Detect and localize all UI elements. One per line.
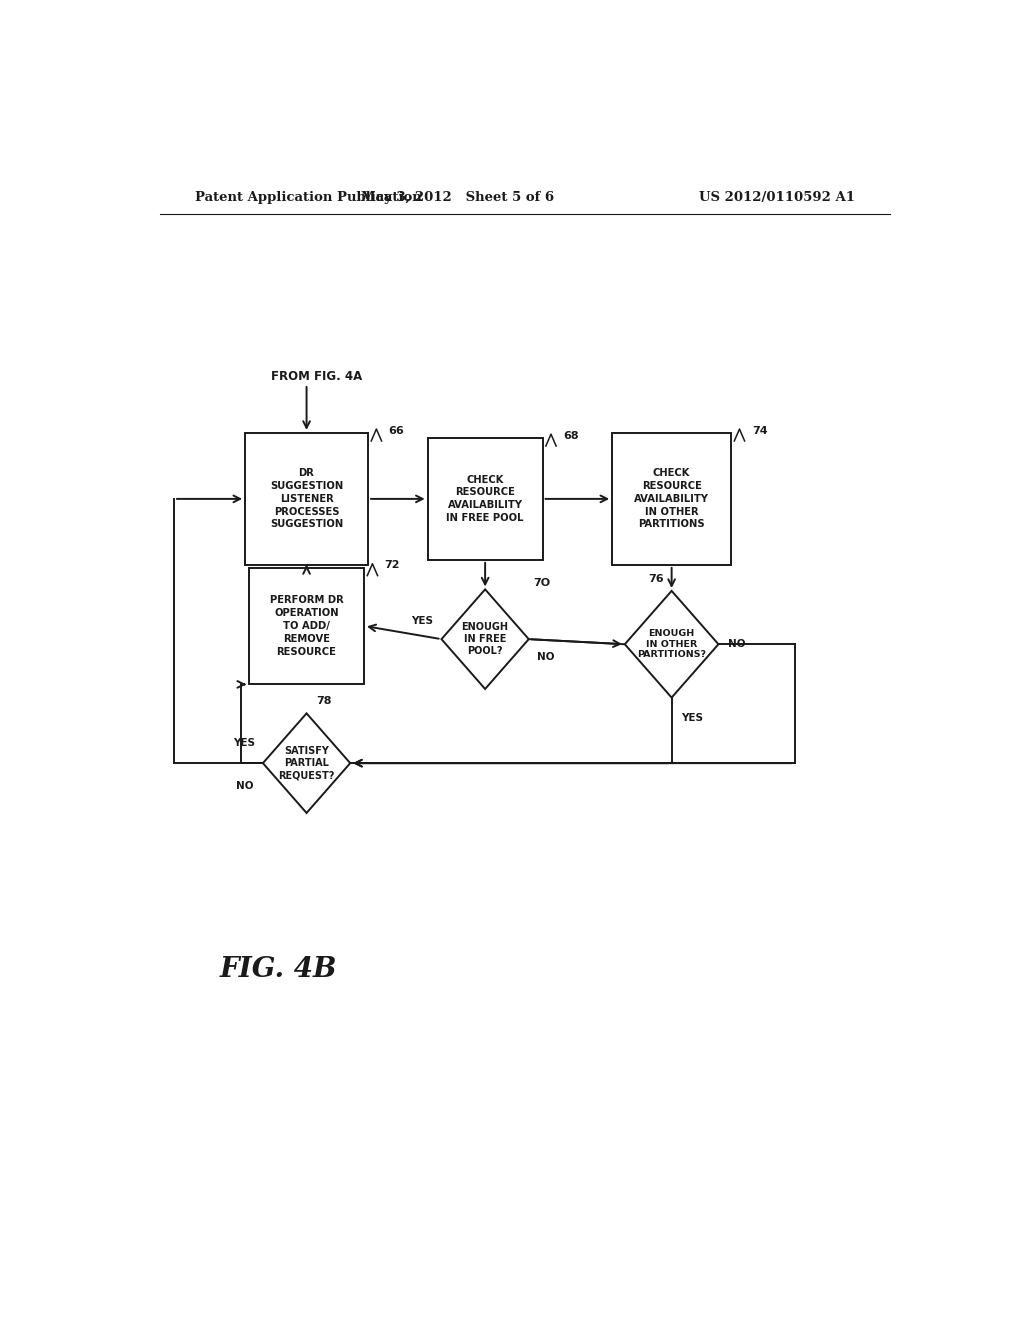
Text: 72: 72 <box>385 561 400 570</box>
Text: DR
SUGGESTION
LISTENER
PROCESSES
SUGGESTION: DR SUGGESTION LISTENER PROCESSES SUGGEST… <box>270 469 343 529</box>
Bar <box>249 568 365 684</box>
Text: 66: 66 <box>389 426 404 436</box>
Text: PERFORM DR
OPERATION
TO ADD/
REMOVE
RESOURCE: PERFORM DR OPERATION TO ADD/ REMOVE RESO… <box>269 595 343 656</box>
Bar <box>428 438 543 560</box>
Text: US 2012/0110592 A1: US 2012/0110592 A1 <box>699 190 855 203</box>
Text: SATISFY
PARTIAL
REQUEST?: SATISFY PARTIAL REQUEST? <box>279 746 335 780</box>
Text: 68: 68 <box>563 430 579 441</box>
Text: May 3, 2012   Sheet 5 of 6: May 3, 2012 Sheet 5 of 6 <box>360 190 554 203</box>
Polygon shape <box>263 713 350 813</box>
Text: NO: NO <box>728 639 745 649</box>
Bar <box>612 433 731 565</box>
Text: 76: 76 <box>648 574 664 583</box>
Text: NO: NO <box>236 780 253 791</box>
Text: 7O: 7O <box>534 578 551 589</box>
Text: 74: 74 <box>752 426 767 436</box>
Text: ENOUGH
IN FREE
POOL?: ENOUGH IN FREE POOL? <box>462 622 509 656</box>
Text: NO: NO <box>537 652 554 663</box>
Text: FIG. 4B: FIG. 4B <box>219 956 337 982</box>
Text: 78: 78 <box>316 696 332 706</box>
Text: CHECK
RESOURCE
AVAILABILITY
IN FREE POOL: CHECK RESOURCE AVAILABILITY IN FREE POOL <box>446 475 524 523</box>
Text: YES: YES <box>412 616 433 626</box>
Text: YES: YES <box>681 713 703 723</box>
Text: Patent Application Publication: Patent Application Publication <box>196 190 422 203</box>
Bar <box>245 433 368 565</box>
Text: YES: YES <box>233 738 255 748</box>
Polygon shape <box>625 591 719 697</box>
Text: CHECK
RESOURCE
AVAILABILITY
IN OTHER
PARTITIONS: CHECK RESOURCE AVAILABILITY IN OTHER PAR… <box>634 469 709 529</box>
Text: FROM FIG. 4A: FROM FIG. 4A <box>270 371 362 383</box>
Polygon shape <box>441 589 528 689</box>
Text: ENOUGH
IN OTHER
PARTITIONS?: ENOUGH IN OTHER PARTITIONS? <box>637 630 707 660</box>
